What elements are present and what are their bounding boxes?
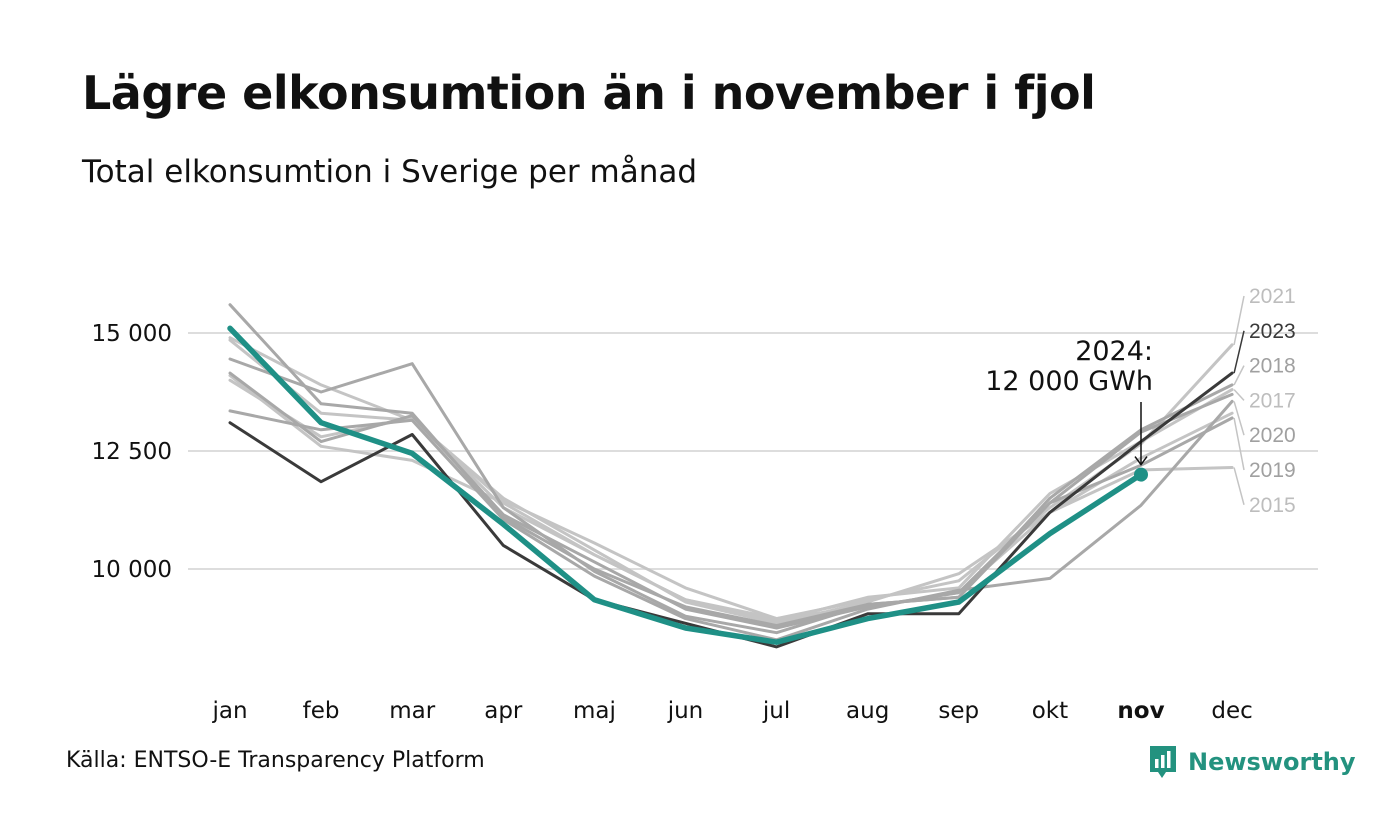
label-leader-line xyxy=(1233,365,1245,386)
x-tick-label: jul xyxy=(762,698,790,724)
annotation-line-2: 12 000 GWh xyxy=(985,366,1153,397)
series-labels: 2021 2023 2018 2017 2020 2019 2015 xyxy=(1233,285,1296,517)
x-tick-label: apr xyxy=(484,698,523,724)
y-tick-label: 10 000 xyxy=(92,557,172,583)
series-label-2021: 2021 xyxy=(1249,285,1296,308)
x-tick-label: aug xyxy=(846,698,889,724)
x-tick-label: jan xyxy=(211,698,247,724)
source-note: Källa: ENTSO-E Transparency Platform xyxy=(66,748,485,773)
x-tick-label: jun xyxy=(667,698,704,724)
series-line-2017 xyxy=(228,378,1234,623)
chart-subtitle: Total elkonsumtion i Sverige per månad xyxy=(82,154,698,190)
annotation-line-1: 2024: xyxy=(1075,336,1153,367)
series-label-2019: 2019 xyxy=(1249,459,1296,482)
x-tick-label: okt xyxy=(1032,698,1068,724)
series-label-2015: 2015 xyxy=(1249,494,1296,517)
series-label-2017: 2017 xyxy=(1249,389,1296,412)
label-leader-line xyxy=(1233,330,1245,374)
highlight-point xyxy=(1134,467,1148,482)
y-tick-label: 12 500 xyxy=(92,439,172,465)
y-axis-ticks: 10 000 12 500 15 000 xyxy=(92,321,172,583)
series-line-2024 xyxy=(227,325,1144,645)
chart-title: Lägre elkonsumtion än i november i fjol xyxy=(82,66,1096,120)
x-axis-ticks: jan feb mar apr maj jun jul aug sep okt nov dec xyxy=(211,698,1252,724)
series-label-2018: 2018 xyxy=(1249,355,1296,378)
series-label-2020: 2020 xyxy=(1249,424,1296,447)
newsworthy-logo-icon xyxy=(1150,746,1176,778)
series-line-2016 xyxy=(228,303,1234,628)
x-tick-label: dec xyxy=(1211,698,1252,724)
brand-name: Newsworthy xyxy=(1188,748,1356,776)
x-tick-label: maj xyxy=(573,698,616,724)
label-leader-line xyxy=(1233,295,1245,345)
label-leader-line xyxy=(1233,401,1245,436)
x-tick-label: feb xyxy=(303,698,340,724)
annotation-arrow-head xyxy=(1134,456,1148,466)
label-leader-line xyxy=(1233,417,1245,471)
series-line-2020 xyxy=(228,399,1234,642)
annotation: 2024:12 000 GWh xyxy=(985,336,1153,482)
series-label-2023: 2023 xyxy=(1249,320,1296,343)
series-line-2015 xyxy=(228,374,1234,621)
series-line-2018 xyxy=(228,357,1234,635)
x-tick-label: nov xyxy=(1117,698,1164,724)
x-tick-label: mar xyxy=(389,698,435,724)
series-lines xyxy=(227,303,1234,649)
label-leader-line xyxy=(1233,389,1245,401)
x-tick-label: sep xyxy=(938,698,979,724)
y-tick-label: 15 000 xyxy=(92,321,172,347)
series-line-2019 xyxy=(228,371,1234,630)
brand-logo[interactable]: Newsworthy xyxy=(1148,742,1356,782)
label-leader-line xyxy=(1233,467,1245,505)
